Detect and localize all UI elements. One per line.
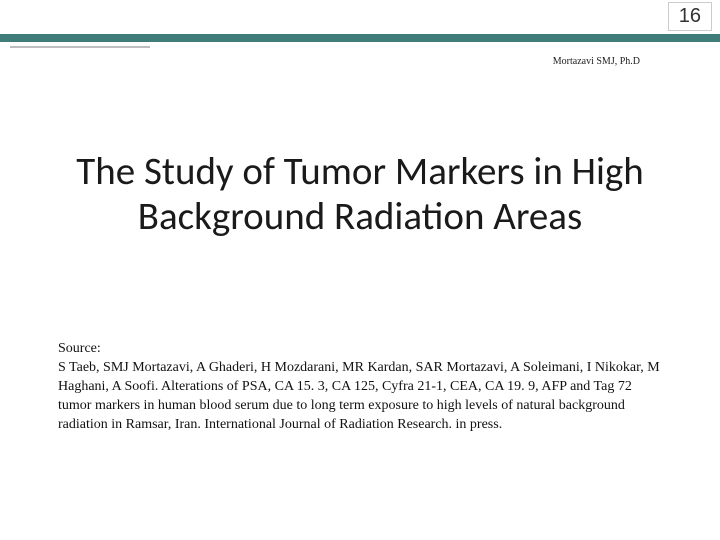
page-number: 16	[668, 2, 712, 31]
grey-segment	[10, 46, 150, 48]
slide: 16 Mortazavi SMJ, Ph.D The Study of Tumo…	[0, 0, 720, 540]
author-line: Mortazavi SMJ, Ph.D	[553, 56, 640, 67]
source-block: Source: S Taeb, SMJ Mortazavi, A Ghaderi…	[58, 340, 662, 434]
header-bar: 16	[0, 0, 720, 48]
source-label: Source:	[58, 340, 662, 359]
source-text: S Taeb, SMJ Mortazavi, A Ghaderi, H Mozd…	[58, 360, 660, 432]
slide-title: The Study of Tumor Markers in High Backg…	[0, 150, 720, 240]
accent-line	[0, 34, 720, 42]
